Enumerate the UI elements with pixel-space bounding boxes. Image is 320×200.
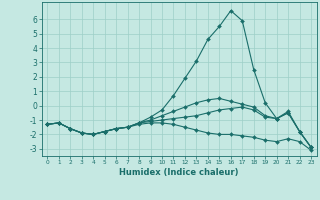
X-axis label: Humidex (Indice chaleur): Humidex (Indice chaleur)	[119, 168, 239, 177]
